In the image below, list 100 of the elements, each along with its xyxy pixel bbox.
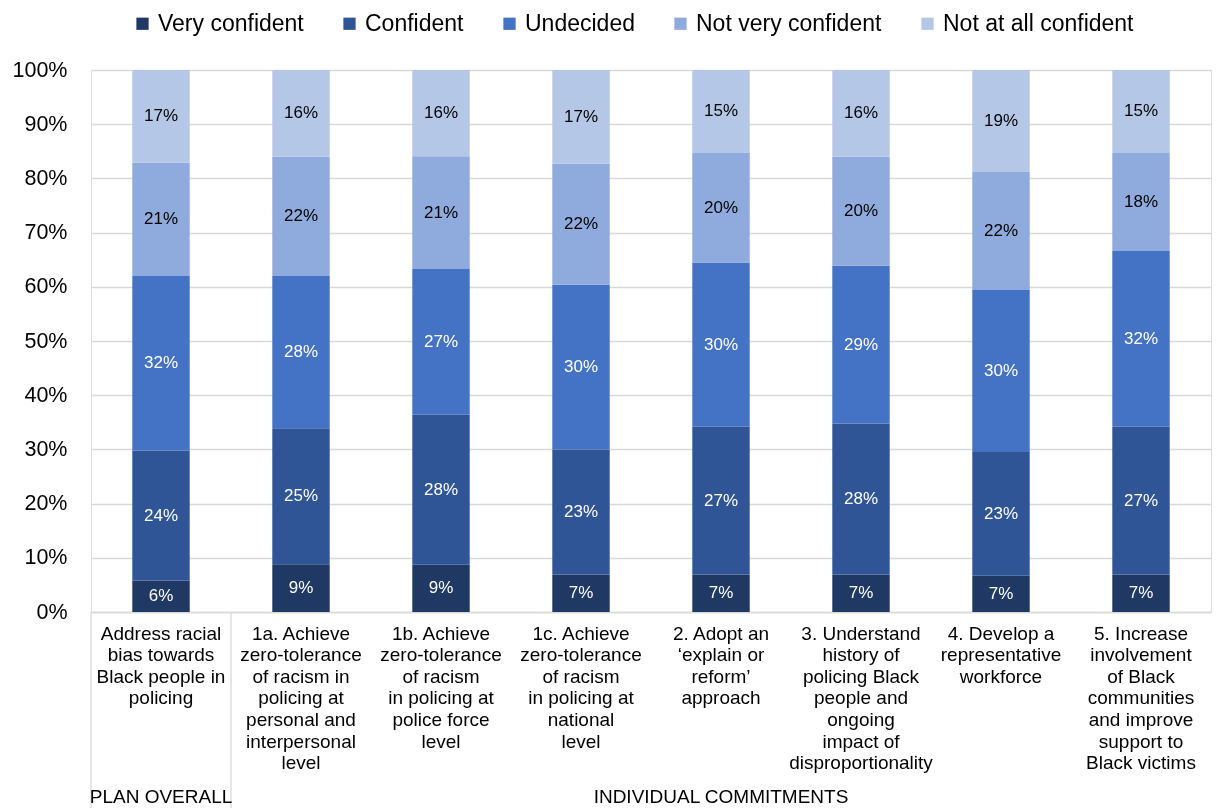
x-tick-label: 2. Adopt an ‘explain or reform’ approach xyxy=(672,622,770,709)
data-label: 32% xyxy=(1123,328,1159,348)
y-tick-label: 100% xyxy=(12,57,68,82)
data-label: 6% xyxy=(148,586,174,606)
data-label: 27% xyxy=(423,331,459,351)
x-tick-label: 1b. Achieve zero-tolerance of racism in policing at police force level xyxy=(380,622,502,752)
data-label: 32% xyxy=(143,353,179,373)
text: PLAN OVERALL xyxy=(89,786,233,807)
y-tick-label: 10% xyxy=(24,545,68,570)
y-tick-label: 90% xyxy=(24,111,68,136)
bar xyxy=(1112,152,1170,252)
x-tick-label: 1c. Achieve zero-tolerance of racism in policing at national level xyxy=(520,622,642,752)
x-tick-label: 1a. Achieve zero-tolerance of racism in policing at personal and interpersonal level xyxy=(240,622,362,774)
bar xyxy=(692,70,750,153)
data-label: 9% xyxy=(428,578,454,598)
data-label: 16% xyxy=(283,103,319,123)
data-label: 24% xyxy=(143,505,179,525)
legend-label: Confident xyxy=(365,9,465,36)
data-label: 28% xyxy=(283,342,319,362)
bar xyxy=(832,70,890,157)
bar xyxy=(972,171,1030,291)
data-label: 30% xyxy=(563,357,599,377)
x-tick-label: 5. Increase involvement of Black communities and improve support to Black victims xyxy=(1086,622,1196,774)
data-label: 28% xyxy=(423,479,459,499)
bar xyxy=(832,423,890,575)
bar xyxy=(412,156,470,269)
bar xyxy=(552,163,610,285)
bar xyxy=(412,268,470,415)
bar xyxy=(692,574,750,612)
y-tick-label: 0% xyxy=(36,599,68,624)
data-label: 30% xyxy=(983,361,1019,381)
bar xyxy=(412,414,470,565)
y-tick-label: 70% xyxy=(24,220,68,245)
data-label: 27% xyxy=(1123,490,1159,510)
legend-label: Not at all confident xyxy=(943,9,1135,36)
bar xyxy=(412,564,470,612)
data-label: 15% xyxy=(703,101,739,121)
bar xyxy=(692,152,750,263)
data-label: 25% xyxy=(283,486,319,506)
bar xyxy=(272,70,330,157)
bar xyxy=(552,574,610,612)
bar xyxy=(132,450,190,581)
y-tick-label: 80% xyxy=(24,165,68,190)
bar xyxy=(132,580,190,612)
legend-label: Not very confident xyxy=(696,9,882,36)
bar xyxy=(972,452,1030,576)
bar xyxy=(972,290,1030,453)
x-tick-label: Address racial bias towards Black people in policing xyxy=(96,622,226,709)
data-label: 7% xyxy=(568,583,594,603)
bar xyxy=(272,428,330,565)
x-tick-label: 3. Understand history of policing Black people and ongoing impact of disproportionality xyxy=(789,622,934,774)
bar xyxy=(132,275,190,451)
data-label: 21% xyxy=(143,209,179,229)
data-label: 20% xyxy=(843,201,879,221)
data-label: 9% xyxy=(288,578,314,598)
bar xyxy=(692,262,750,427)
data-label: 22% xyxy=(983,220,1019,240)
data-label: 23% xyxy=(563,502,599,521)
data-label: 22% xyxy=(563,214,599,234)
data-label: 27% xyxy=(703,490,739,510)
data-label: 16% xyxy=(423,103,459,123)
data-label: 28% xyxy=(843,488,879,508)
bar xyxy=(552,284,610,450)
bar xyxy=(132,70,190,163)
bar xyxy=(1112,70,1170,153)
data-label: 7% xyxy=(988,583,1014,603)
data-label: 17% xyxy=(143,106,179,126)
bar xyxy=(272,275,330,429)
y-tick-label: 50% xyxy=(24,328,68,353)
data-label: 16% xyxy=(843,103,879,123)
data-label: 21% xyxy=(423,202,459,222)
y-tick-label: 20% xyxy=(24,491,68,516)
legend-label: Undecided xyxy=(525,9,635,36)
x-tick-label: 4. Develop a representative workforce xyxy=(940,622,1062,687)
text: INDIVIDUAL COMMITMENTS xyxy=(593,786,849,807)
bar xyxy=(1112,426,1170,575)
data-label: 30% xyxy=(703,334,739,354)
bar xyxy=(272,156,330,276)
bar xyxy=(552,70,610,164)
data-label: 17% xyxy=(563,106,599,126)
bar xyxy=(132,162,190,276)
data-label: 18% xyxy=(1123,191,1159,211)
bar xyxy=(1112,574,1170,612)
bar xyxy=(832,265,890,424)
bar xyxy=(1112,251,1170,427)
data-label: 23% xyxy=(983,503,1019,523)
bar xyxy=(832,156,890,266)
data-label: 22% xyxy=(283,206,319,226)
data-label: 7% xyxy=(848,583,874,603)
bar xyxy=(972,575,1030,612)
data-label: 7% xyxy=(708,583,734,603)
bar xyxy=(972,70,1030,172)
bar xyxy=(832,574,890,612)
data-label: 20% xyxy=(703,197,739,217)
y-tick-label: 60% xyxy=(24,274,68,299)
data-label: 19% xyxy=(983,110,1019,130)
y-tick-label: 30% xyxy=(24,436,68,461)
data-label: 7% xyxy=(1128,583,1154,603)
bar xyxy=(412,70,470,157)
y-tick-label: 40% xyxy=(24,382,68,407)
